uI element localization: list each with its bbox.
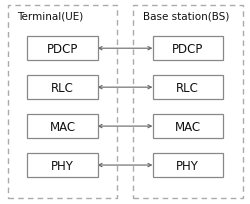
Text: PHY: PHY	[176, 159, 199, 172]
Text: RLC: RLC	[176, 81, 199, 94]
Text: MAC: MAC	[174, 120, 201, 133]
Bar	[8, 6, 117, 198]
Bar	[132, 6, 242, 198]
Text: Base station(BS): Base station(BS)	[142, 11, 229, 21]
Bar	[152, 115, 222, 138]
Bar	[152, 37, 222, 61]
Text: RLC: RLC	[51, 81, 74, 94]
Text: MAC: MAC	[50, 120, 76, 133]
Text: PDCP: PDCP	[172, 42, 203, 55]
Bar	[28, 153, 98, 177]
Text: PDCP: PDCP	[47, 42, 78, 55]
Bar	[28, 115, 98, 138]
Bar	[28, 76, 98, 100]
Text: Terminal(UE): Terminal(UE)	[18, 11, 84, 21]
Text: PHY: PHY	[51, 159, 74, 172]
Bar	[28, 37, 98, 61]
Bar	[152, 153, 222, 177]
Bar	[152, 76, 222, 100]
